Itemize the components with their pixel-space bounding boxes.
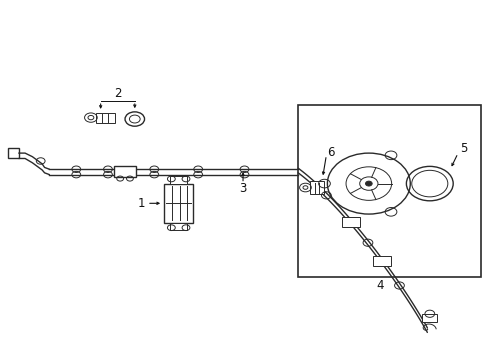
Bar: [422, 315, 436, 321]
Text: 6: 6: [327, 145, 334, 158]
Bar: [310, 181, 324, 194]
Bar: [114, 166, 136, 177]
Text: 1: 1: [137, 197, 144, 210]
Text: 4: 4: [376, 279, 384, 292]
Bar: [169, 176, 187, 184]
Bar: [96, 113, 115, 123]
Circle shape: [365, 181, 371, 186]
Bar: [169, 223, 187, 230]
Text: 3: 3: [239, 183, 246, 195]
Bar: [8, 148, 19, 158]
Text: 5: 5: [459, 142, 466, 155]
Bar: [163, 184, 193, 223]
Text: 2: 2: [114, 87, 121, 100]
Bar: [372, 256, 390, 266]
Bar: [298, 105, 480, 277]
Bar: [342, 217, 359, 228]
